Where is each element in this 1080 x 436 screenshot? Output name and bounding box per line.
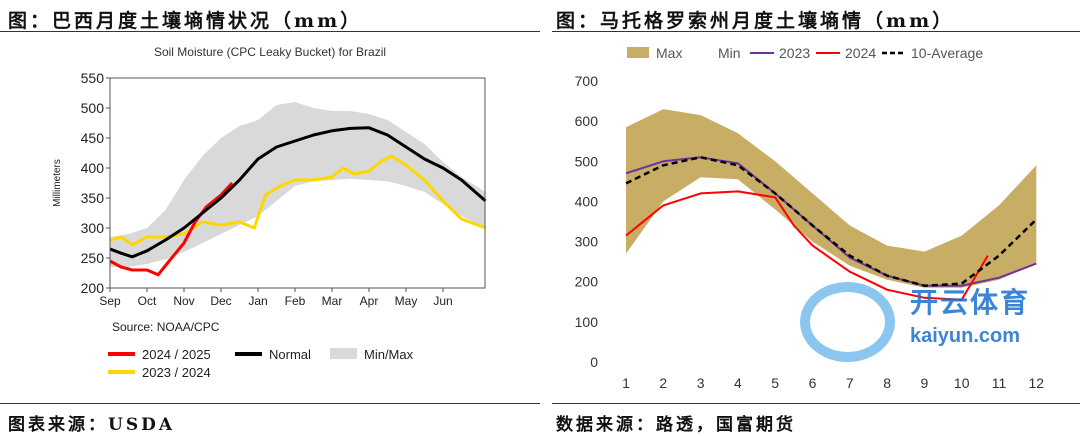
plot-frame xyxy=(109,77,486,289)
x-tick-label: Jan xyxy=(248,294,267,308)
series-line-2024 xyxy=(625,190,989,301)
legend-label: 10-Average xyxy=(911,45,983,61)
legend-label: 2024 xyxy=(845,45,876,61)
watermark-brand: 开云体育 xyxy=(910,286,1031,319)
right-top-rule xyxy=(552,31,1080,32)
left-bottom-rule xyxy=(0,403,540,404)
left-source: 图表来源：USDA xyxy=(8,415,176,435)
series-line-Normal xyxy=(109,126,487,259)
y-tick-label: 100 xyxy=(575,314,599,330)
chart-title: Soil Moisture (CPC Leaky Bucket) for Bra… xyxy=(154,45,386,59)
x-tick-label: 1 xyxy=(622,375,630,391)
x-tick-label: 9 xyxy=(921,375,929,391)
y-tick-label: 450 xyxy=(81,130,105,146)
series-line-2024-2025 xyxy=(109,181,234,277)
legend-label: 2024 / 2025 xyxy=(142,347,211,362)
source-note: Source: NOAA/CPC xyxy=(112,320,220,334)
watermark-url: kaiyun.com xyxy=(910,325,1021,347)
y-tick-label: 200 xyxy=(81,280,105,296)
x-tick-label: Oct xyxy=(138,294,157,308)
right-caption: 图：马托格罗索州月度土壤墒情（mm） xyxy=(556,10,955,32)
y-tick-label: 0 xyxy=(590,354,598,370)
left-caption: 图：巴西月度土壤墒情状况（mm） xyxy=(8,10,363,32)
y-tick-label: 500 xyxy=(81,100,105,116)
y-tick-label: 200 xyxy=(575,274,599,290)
x-tick-label: Sep xyxy=(99,294,121,308)
legend-label: Min/Max xyxy=(364,347,414,362)
x-tick-label: Jun xyxy=(433,294,452,308)
y-tick-label: 500 xyxy=(575,153,599,169)
right-source: 数据来源：路透，国富期货 xyxy=(556,415,796,435)
y-axis-label: Millimeters xyxy=(52,159,63,207)
legend-label: Min xyxy=(718,45,741,61)
y-tick-label: 400 xyxy=(575,193,599,209)
series-line-2023-2024 xyxy=(109,154,487,247)
y-tick-label: 300 xyxy=(575,234,599,250)
x-tick-label: 10 xyxy=(954,375,970,391)
x-tick-label: 2 xyxy=(659,375,667,391)
y-tick-label: 600 xyxy=(575,113,599,129)
y-tick-label: 350 xyxy=(81,190,105,206)
legend-label: 2023 / 2024 xyxy=(142,365,211,380)
x-tick-label: 8 xyxy=(883,375,891,391)
y-tick-label: 300 xyxy=(81,220,105,236)
legend-label: Max xyxy=(656,45,682,61)
x-tick-label: 3 xyxy=(697,375,705,391)
left-top-rule xyxy=(0,31,540,32)
x-tick-label: Nov xyxy=(173,294,194,308)
x-tick-label: Mar xyxy=(322,294,343,308)
y-tick-label: 250 xyxy=(81,250,105,266)
x-tick-label: 6 xyxy=(809,375,817,391)
y-tick-label: 550 xyxy=(81,70,105,86)
legend-label: Normal xyxy=(269,347,311,362)
x-tick-label: Feb xyxy=(285,294,306,308)
x-tick-label: 4 xyxy=(734,375,742,391)
legend-swatch xyxy=(330,348,357,359)
watermark-ring-icon xyxy=(800,282,895,362)
x-tick-label: 11 xyxy=(992,375,1007,391)
legend-swatch-max xyxy=(627,47,649,58)
x-tick-label: May xyxy=(395,294,418,308)
x-tick-label: Apr xyxy=(360,294,379,308)
minmax-band xyxy=(110,102,486,267)
x-tick-label: 12 xyxy=(1029,375,1045,391)
x-tick-label: 5 xyxy=(771,375,779,391)
y-tick-label: 400 xyxy=(81,160,105,176)
x-tick-label: Dec xyxy=(210,294,231,308)
legend-label: 2023 xyxy=(779,45,810,61)
series-line-10-Average xyxy=(625,156,1038,287)
right-bottom-rule xyxy=(552,403,1080,404)
x-tick-label: 7 xyxy=(846,375,854,391)
max-min-band xyxy=(626,109,1037,288)
y-tick-label: 700 xyxy=(575,73,599,89)
